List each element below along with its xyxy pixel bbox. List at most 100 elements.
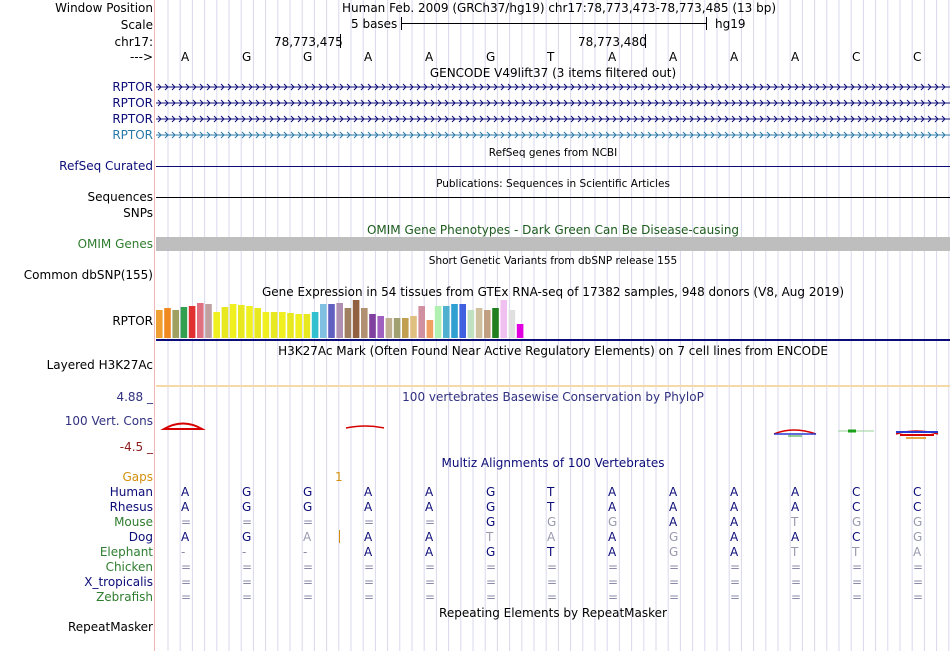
aligned-base: = bbox=[913, 590, 924, 604]
aligned-base: C bbox=[913, 485, 922, 499]
species-label[interactable]: Zebrafish bbox=[96, 590, 153, 604]
aligned-base: T bbox=[791, 515, 799, 529]
base-letter: G bbox=[303, 50, 313, 64]
h3k27ac-track-label[interactable]: Layered H3K27Ac bbox=[46, 358, 153, 372]
gtex-tissue-bar bbox=[418, 306, 425, 338]
aligned-base: = bbox=[669, 575, 680, 589]
aligned-base: G bbox=[608, 515, 618, 529]
aligned-base: = bbox=[364, 590, 375, 604]
species-label[interactable]: X_tropicalis bbox=[84, 575, 153, 589]
aligned-base: G bbox=[913, 530, 923, 544]
gtex-tissue-bar bbox=[164, 308, 171, 338]
aligned-base: A bbox=[181, 485, 190, 499]
refseq-gene-line[interactable] bbox=[156, 166, 950, 167]
aligned-base: A bbox=[181, 530, 190, 544]
gaps-label[interactable]: Gaps bbox=[122, 470, 153, 484]
gtex-tissue-bar bbox=[172, 310, 179, 338]
aligned-base: A bbox=[913, 545, 922, 559]
base-letter: A bbox=[791, 50, 800, 64]
gtex-tissue-bar bbox=[197, 303, 204, 338]
aligned-base: A bbox=[608, 485, 617, 499]
gtex-expression-bars[interactable] bbox=[156, 298, 556, 338]
aligned-base: = bbox=[425, 575, 436, 589]
snps-track-label[interactable]: SNPs bbox=[123, 206, 153, 220]
aligned-base: A bbox=[730, 515, 739, 529]
gtex-tissue-bar bbox=[279, 312, 286, 338]
aligned-base: = bbox=[730, 560, 741, 574]
gap-marker bbox=[339, 530, 340, 543]
gencode-item-label[interactable]: RPTOR bbox=[112, 128, 153, 142]
phylop-peak bbox=[345, 425, 385, 429]
gencode-item-label[interactable]: RPTOR bbox=[112, 112, 153, 126]
aligned-base: A bbox=[608, 530, 617, 544]
gtex-tissue-bar bbox=[385, 318, 393, 338]
omim-gene-bar[interactable] bbox=[156, 237, 950, 251]
aligned-base: G bbox=[486, 500, 496, 514]
aligned-base: A bbox=[669, 500, 678, 514]
aligned-base: A bbox=[791, 530, 800, 544]
gtex-tissue-bar bbox=[361, 308, 368, 338]
scale-bar bbox=[401, 23, 706, 24]
strand-arrows bbox=[157, 83, 946, 91]
gencode-item-label[interactable]: RPTOR bbox=[112, 80, 153, 94]
strand-arrows bbox=[157, 99, 946, 107]
aligned-base: = bbox=[730, 590, 741, 604]
gtex-tissue-bar bbox=[156, 310, 163, 338]
gap-count: 1 bbox=[335, 470, 343, 484]
aligned-base: = bbox=[608, 575, 619, 589]
aligned-base: = bbox=[181, 575, 192, 589]
aligned-base: = bbox=[242, 560, 253, 574]
aligned-base: T bbox=[547, 485, 555, 499]
aligned-base: G bbox=[852, 515, 862, 529]
species-label[interactable]: Dog bbox=[128, 530, 153, 544]
aligned-base: G bbox=[669, 530, 679, 544]
gtex-tissue-bar bbox=[434, 306, 442, 338]
multiz-track-title: Multiz Alignments of 100 Vertebrates bbox=[441, 456, 665, 470]
aligned-base: C bbox=[852, 485, 861, 499]
refseq-track-label[interactable]: RefSeq Curated bbox=[59, 159, 153, 173]
gencode-item-label[interactable]: RPTOR bbox=[112, 96, 153, 110]
scale-assembly: hg19 bbox=[715, 17, 746, 31]
phylop-signal[interactable] bbox=[156, 418, 950, 442]
aligned-base: C bbox=[852, 500, 861, 514]
aligned-base: G bbox=[242, 485, 252, 499]
gtex-tissue-bar bbox=[393, 318, 401, 338]
aligned-base: = bbox=[669, 590, 680, 604]
species-label[interactable]: Elephant bbox=[99, 545, 153, 559]
gencode-transcripts[interactable] bbox=[156, 80, 950, 144]
aligned-base: A bbox=[730, 530, 739, 544]
aligned-base: A bbox=[364, 500, 373, 514]
omim-track-label[interactable]: OMIM Genes bbox=[77, 237, 153, 251]
strand-arrows bbox=[157, 131, 946, 139]
aligned-base: = bbox=[364, 515, 375, 529]
aligned-base: G bbox=[486, 515, 496, 529]
species-label[interactable]: Rhesus bbox=[109, 500, 153, 514]
aligned-base: = bbox=[425, 560, 436, 574]
species-label[interactable]: Human bbox=[109, 485, 153, 499]
repeatmasker-track-label[interactable]: RepeatMasker bbox=[67, 620, 153, 634]
phylop-track-label[interactable]: 100 Vert. Cons bbox=[64, 414, 153, 428]
gtex-tissue-bar bbox=[205, 304, 212, 338]
pubs-track-label[interactable]: Sequences bbox=[87, 190, 153, 204]
gtex-tissue-bar bbox=[270, 312, 278, 338]
aligned-base: A bbox=[608, 545, 617, 559]
base-letter: G bbox=[242, 50, 252, 64]
phylop-axis-max: 4.88 _ bbox=[116, 390, 153, 404]
gtex-tissue-bar bbox=[320, 304, 327, 338]
species-label[interactable]: Chicken bbox=[105, 560, 153, 574]
omim-track-title: OMIM Gene Phenotypes - Dark Green Can Be… bbox=[366, 223, 740, 237]
scale-label: Scale bbox=[120, 18, 153, 32]
species-label[interactable]: Mouse bbox=[114, 515, 153, 529]
aligned-base: A bbox=[364, 545, 373, 559]
aligned-base: = bbox=[730, 575, 741, 589]
aligned-base: G bbox=[303, 500, 313, 514]
repeatmasker-track-title: Repeating Elements by RepeatMasker bbox=[439, 606, 667, 620]
gtex-track-label[interactable]: RPTOR bbox=[112, 314, 153, 328]
pubs-sequence-line[interactable] bbox=[156, 197, 950, 198]
aligned-base: - bbox=[303, 545, 308, 559]
dbsnp-track-label[interactable]: Common dbSNP(155) bbox=[23, 268, 153, 282]
aligned-base: = bbox=[303, 515, 314, 529]
gtex-tissue-bar bbox=[344, 308, 352, 338]
base-letter: A bbox=[730, 50, 739, 64]
gtex-tissue-bar bbox=[213, 312, 220, 338]
